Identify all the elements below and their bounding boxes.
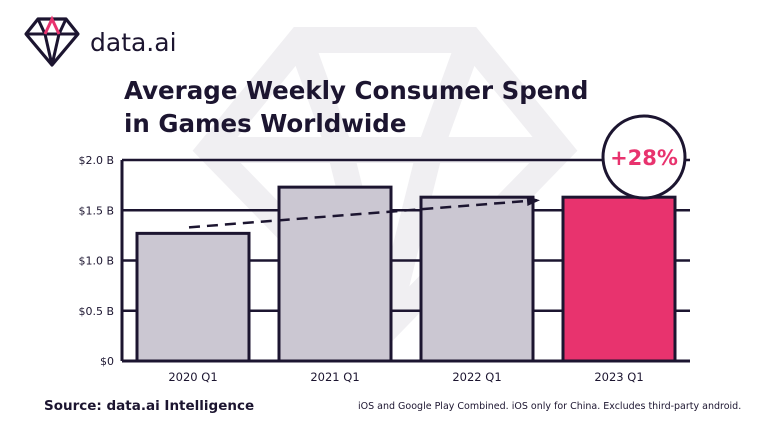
x-tick-label: 2023 Q1: [594, 370, 643, 384]
brand-logo: data.ai: [22, 14, 177, 70]
x-tick-label: 2020 Q1: [168, 370, 217, 384]
chart-title-line-1: Average Weekly Consumer Spend: [124, 76, 589, 105]
x-tick-label: 2022 Q1: [452, 370, 501, 384]
growth-badge: +28%: [601, 114, 687, 200]
diamond-icon: [24, 15, 80, 67]
bar-2020-q1: [135, 231, 251, 363]
y-axis-labels: $0 $0.5 B $1.0 B $1.5 B $2.0 B: [78, 154, 114, 368]
y-tick-label: $0: [100, 355, 114, 368]
growth-badge-circle: [601, 114, 687, 200]
bar-2023-q1: [561, 195, 677, 363]
footnote: iOS and Google Play Combined. iOS only f…: [358, 401, 742, 412]
trend-line: [188, 198, 538, 229]
bars: [135, 185, 677, 363]
y-tick-label: $1.5 B: [78, 204, 114, 217]
x-tick-label: 2021 Q1: [310, 370, 359, 384]
y-tick-label: $2.0 B: [78, 154, 114, 167]
bar-2022-q1: [419, 195, 535, 363]
chart-title-line-2: in Games Worldwide: [124, 109, 407, 138]
source-label: Source: data.ai Intelligence: [44, 398, 255, 414]
y-tick-label: $0.5 B: [78, 305, 114, 318]
growth-badge-label: +28%: [610, 146, 678, 170]
chart-title: Average Weekly Consumer Spend in Games W…: [124, 74, 644, 140]
trend-arrow: [188, 195, 540, 229]
x-axis-labels: 2020 Q1 2021 Q1 2022 Q1 2023 Q1: [168, 370, 643, 384]
brand-name: data.ai: [90, 27, 177, 57]
y-tick-label: $1.0 B: [78, 255, 114, 268]
trend-arrowhead: [526, 195, 540, 206]
